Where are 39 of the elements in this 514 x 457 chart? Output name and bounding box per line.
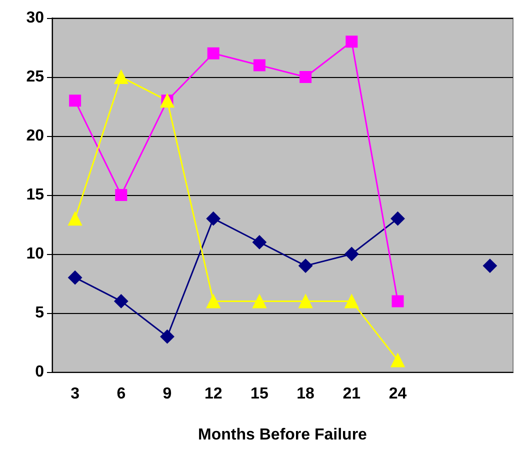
y-tick-label: 25 (26, 68, 44, 86)
x-tick-label: 21 (342, 386, 361, 402)
point (392, 295, 404, 308)
point (114, 294, 128, 308)
y-tick-label: 30 (26, 10, 44, 26)
point (68, 270, 82, 285)
point (344, 247, 359, 261)
y-tick-label: 10 (26, 246, 44, 262)
point (115, 189, 128, 201)
point (68, 212, 82, 226)
point (344, 294, 359, 308)
x-tick-label: 18 (296, 386, 315, 402)
point (390, 212, 405, 226)
y-tick-label: 5 (35, 304, 44, 322)
y-tick-label: 0 (35, 364, 44, 380)
x-tick-label: 12 (204, 386, 222, 402)
x-axis-title: Months Before Failure (198, 426, 368, 444)
point (69, 94, 82, 107)
point (206, 294, 220, 308)
point (298, 258, 313, 273)
point (482, 258, 497, 273)
point (114, 70, 128, 84)
point (206, 212, 220, 226)
y-tick-label: 20 (26, 128, 44, 144)
point (390, 353, 405, 368)
point (253, 59, 266, 72)
x-tick-label: 9 (162, 386, 172, 402)
point (252, 235, 266, 250)
x-tick-label: 24 (388, 386, 407, 402)
point (207, 47, 220, 60)
point (298, 294, 313, 308)
y-tick-label: 15 (26, 186, 44, 204)
x-tick-label: 15 (250, 386, 268, 402)
x-tick-label: 3 (70, 386, 80, 402)
point (252, 294, 266, 308)
point (160, 330, 174, 344)
x-tick-label: 6 (116, 386, 126, 402)
point (346, 36, 358, 48)
point (300, 71, 312, 83)
